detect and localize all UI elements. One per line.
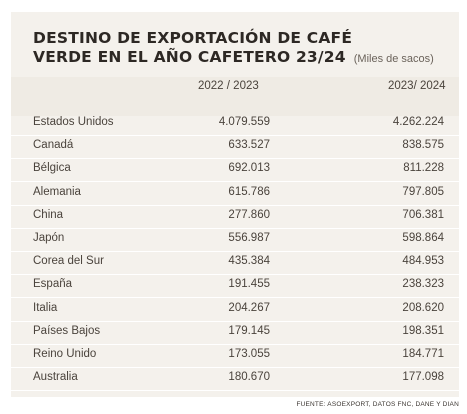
value-2023-2024-cell: 184.771 bbox=[402, 348, 444, 360]
value-2023-2024-cell: 598.864 bbox=[402, 232, 444, 244]
table-title-line-1: DESTINO DE EXPORTACIÓN DE CAFÉ bbox=[33, 29, 352, 47]
export-table-card: DESTINO DE EXPORTACIÓN DE CAFÉ VERDE EN … bbox=[11, 12, 459, 397]
table-row: Reino Unido 173.055 184.771 bbox=[11, 344, 459, 368]
value-2023-2024-cell: 208.620 bbox=[402, 301, 444, 314]
table-row: Países Bajos 179.145 198.351 bbox=[11, 321, 459, 345]
table-row: Australia 180.670 177.098 bbox=[11, 367, 459, 392]
column-header-2022-2023: 2022 / 2023 bbox=[198, 80, 259, 92]
value-2022-2023-cell: 556.987 bbox=[228, 232, 270, 244]
value-2022-2023-cell: 179.145 bbox=[228, 324, 270, 337]
country-cell: Estados Unidos bbox=[33, 116, 114, 128]
country-cell: Reino Unido bbox=[33, 348, 97, 360]
country-cell: Países Bajos bbox=[33, 324, 101, 337]
value-2022-2023-cell: 4.079.559 bbox=[218, 116, 270, 128]
table-row: Japón 556.987 598.864 bbox=[11, 228, 459, 252]
value-2022-2023-cell: 615.786 bbox=[228, 185, 270, 198]
country-cell: Bélgica bbox=[33, 162, 71, 175]
value-2022-2023-cell: 435.384 bbox=[228, 255, 270, 268]
country-cell: España bbox=[33, 278, 73, 291]
value-2023-2024-cell: 198.351 bbox=[402, 324, 444, 337]
value-2023-2024-cell: 4.262.224 bbox=[392, 116, 444, 128]
units-label: (Miles de sacos) bbox=[353, 53, 434, 65]
value-2023-2024-cell: 177.098 bbox=[402, 371, 444, 384]
table-row: Bélgica 692.013 811.228 bbox=[11, 158, 459, 183]
value-2022-2023-cell: 180.670 bbox=[228, 371, 270, 384]
country-cell: Corea del Sur bbox=[33, 255, 104, 268]
table-row: Estados Unidos 4.079.559 4.262.224 bbox=[11, 112, 459, 136]
value-2022-2023-cell: 692.013 bbox=[228, 162, 270, 175]
table-row: Corea del Sur 435.384 484.953 bbox=[11, 251, 459, 276]
country-cell: Canadá bbox=[33, 139, 74, 152]
value-2022-2023-cell: 204.267 bbox=[228, 301, 270, 314]
value-2022-2023-cell: 173.055 bbox=[228, 348, 270, 360]
source-note: FUENTE: ASOEXPORT, DATOS FNC, DANE Y DIA… bbox=[296, 401, 459, 408]
table-row: Canadá 633.527 838.575 bbox=[11, 135, 459, 160]
table-row: Alemania 615.786 797.805 bbox=[11, 182, 459, 206]
country-cell: Alemania bbox=[33, 185, 81, 198]
title-line-1-text: DESTINO DE EXPORTACIÓN DE CAFÉ bbox=[33, 29, 353, 47]
table-row: Italia 204.267 208.620 bbox=[11, 298, 459, 322]
value-2023-2024-cell: 797.805 bbox=[402, 185, 444, 198]
table-row: España 191.455 238.323 bbox=[11, 274, 459, 299]
column-header-2023-2024: 2023/ 2024 bbox=[388, 80, 446, 92]
country-cell: Australia bbox=[33, 371, 78, 384]
value-2023-2024-cell: 238.323 bbox=[402, 278, 444, 291]
value-2023-2024-cell: 838.575 bbox=[402, 139, 444, 152]
country-cell: Japón bbox=[33, 232, 65, 244]
value-2022-2023-cell: 633.527 bbox=[228, 139, 270, 152]
value-2023-2024-cell: 484.953 bbox=[402, 255, 444, 268]
column-header-band bbox=[11, 77, 459, 116]
country-cell: Italia bbox=[33, 301, 58, 314]
table-title-line-2: VERDE EN EL AÑO CAFETERO 23/24 (Miles de … bbox=[33, 48, 434, 66]
value-2022-2023-cell: 191.455 bbox=[228, 278, 270, 291]
title-line-2-text: VERDE EN EL AÑO CAFETERO 23/24 bbox=[33, 48, 346, 66]
country-cell: China bbox=[33, 208, 64, 221]
table-row: China 277.860 706.381 bbox=[11, 205, 459, 229]
value-2023-2024-cell: 706.381 bbox=[402, 208, 444, 221]
value-2022-2023-cell: 277.860 bbox=[228, 208, 270, 221]
value-2023-2024-cell: 811.228 bbox=[403, 162, 444, 175]
